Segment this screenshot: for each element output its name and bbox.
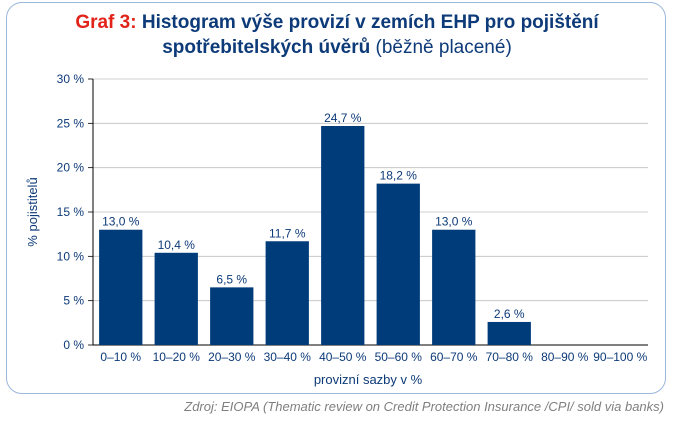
chart-title: Graf 3: Histogram výše provizí v zemích … — [0, 10, 674, 60]
y-tick-label: 10 % — [57, 249, 85, 263]
bar — [432, 229, 476, 345]
y-tick-label: 15 % — [57, 205, 85, 219]
title-prefix: Graf 3: — [75, 12, 137, 33]
y-tick-label: 30 % — [57, 72, 85, 86]
title-line-1: Graf 3: Histogram výše provizí v zemích … — [0, 10, 674, 35]
x-tick-label: 40–50 % — [319, 350, 367, 364]
bar — [321, 125, 365, 345]
title-note: (běžně placené) — [375, 37, 512, 58]
y-tick-label: 25 % — [57, 116, 85, 130]
bar-layer — [99, 125, 531, 345]
x-tick-label: 50–60 % — [375, 350, 423, 364]
bar — [154, 252, 198, 345]
bar — [210, 287, 254, 345]
x-tick-label: 90–100 % — [593, 350, 647, 364]
bar — [487, 321, 531, 345]
bar — [376, 183, 420, 345]
bar — [265, 241, 309, 345]
title-line-1-text: Histogram výše provizí v zemích EHP pro … — [141, 12, 599, 33]
data-label: 24,7 % — [324, 111, 362, 125]
x-tick-label: 70–80 % — [486, 350, 534, 364]
x-tick-label: 20–30 % — [208, 350, 256, 364]
data-label: 10,4 % — [158, 238, 196, 252]
x-tick-label: 80–90 % — [541, 350, 589, 364]
label-layer: 0 % 5 % 10 % 15 % 20 % 25 % 30 % 13,0 % 0–10 % 10… — [57, 72, 648, 364]
x-tick-label: 0–10 % — [100, 350, 141, 364]
y-tick-label: 20 % — [57, 161, 85, 175]
data-label: 18,2 % — [380, 169, 418, 183]
y-tick-label: 0 % — [63, 338, 84, 352]
data-label: 13,0 % — [102, 215, 140, 229]
y-tick-label: 5 % — [63, 294, 84, 308]
data-label: 13,0 % — [435, 215, 473, 229]
y-axis-label: % pojistitelů — [25, 177, 40, 246]
data-label: 2,6 % — [494, 307, 525, 321]
x-tick-label: 10–20 % — [153, 350, 201, 364]
x-tick-label: 60–70 % — [430, 350, 478, 364]
bar — [99, 229, 143, 345]
source-note: Zdroj: EIOPA (Thematic review on Credit … — [184, 399, 664, 414]
title-line-2: spotřebitelských úvěrů (běžně placené) — [0, 35, 674, 60]
title-line-2-text: spotřebitelských úvěrů — [162, 37, 371, 58]
data-label: 6,5 % — [216, 272, 247, 286]
x-axis-label: provizní sazby v % — [314, 372, 423, 387]
x-tick-label: 30–40 % — [264, 350, 312, 364]
data-label: 11,7 % — [269, 226, 306, 240]
